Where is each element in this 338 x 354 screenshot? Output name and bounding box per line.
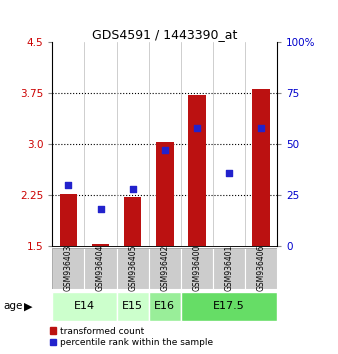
Bar: [149, 248, 181, 289]
Bar: [52, 248, 84, 289]
Bar: [117, 292, 149, 321]
Text: E16: E16: [154, 301, 175, 311]
Point: [194, 125, 199, 131]
Bar: [117, 248, 149, 289]
Text: GSM936400: GSM936400: [192, 245, 201, 291]
Point: [98, 207, 103, 212]
Title: GDS4591 / 1443390_at: GDS4591 / 1443390_at: [92, 28, 238, 41]
Text: GSM936402: GSM936402: [160, 245, 169, 291]
Bar: [181, 292, 277, 321]
Legend: transformed count, percentile rank within the sample: transformed count, percentile rank withi…: [50, 327, 213, 347]
Bar: [84, 248, 117, 289]
Text: GSM936405: GSM936405: [128, 245, 137, 291]
Text: GSM936403: GSM936403: [64, 245, 73, 291]
Text: E17.5: E17.5: [213, 301, 245, 311]
Point: [226, 170, 232, 176]
Bar: [181, 248, 213, 289]
Text: age: age: [3, 301, 23, 311]
Bar: [124, 197, 142, 246]
Point: [130, 186, 135, 192]
Point: [66, 182, 71, 188]
Bar: [245, 248, 277, 289]
Text: ▶: ▶: [24, 301, 33, 311]
Bar: [92, 244, 110, 246]
Text: E15: E15: [122, 301, 143, 311]
Point: [162, 148, 167, 153]
Text: GSM936401: GSM936401: [224, 245, 234, 291]
Bar: [213, 248, 245, 289]
Text: E14: E14: [74, 301, 95, 311]
Bar: [149, 292, 181, 321]
Bar: [252, 88, 270, 246]
Point: [258, 125, 264, 131]
Bar: [59, 194, 77, 246]
Bar: [52, 292, 117, 321]
Bar: [188, 95, 206, 246]
Text: GSM936404: GSM936404: [96, 245, 105, 291]
Bar: [156, 142, 174, 246]
Text: GSM936406: GSM936406: [257, 245, 266, 291]
